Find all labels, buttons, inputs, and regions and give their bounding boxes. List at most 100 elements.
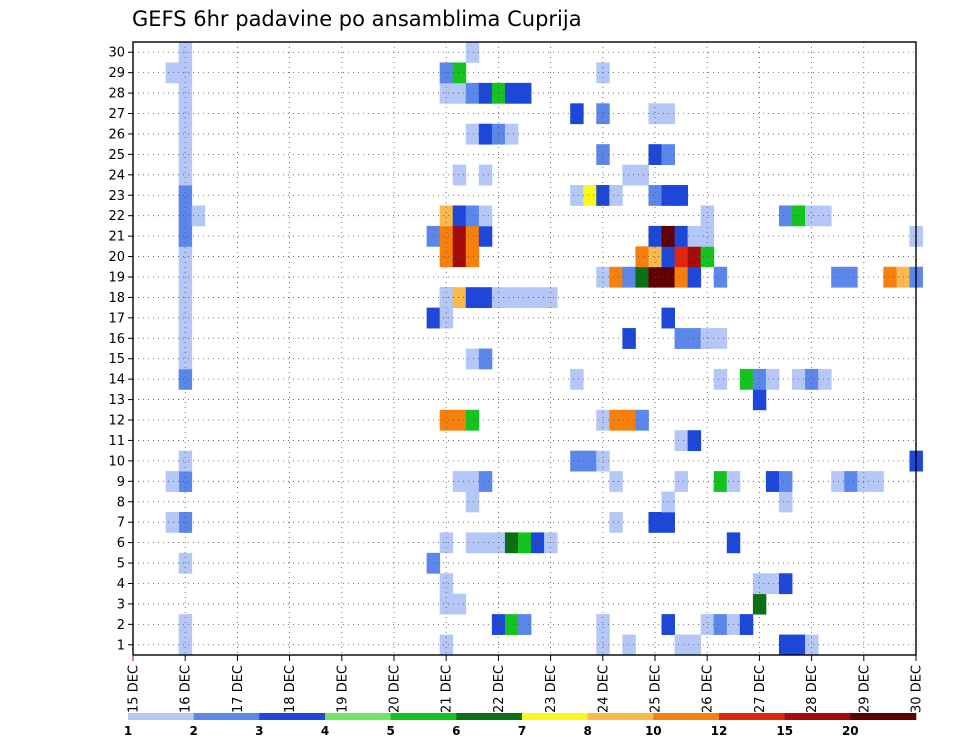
y-tick-label: 20: [108, 250, 125, 265]
heatmap-cell: [452, 246, 467, 268]
heatmap-cell: [178, 103, 193, 125]
heatmap-cell: [439, 307, 454, 329]
chart-title: GEFS 6hr padavine po ansamblima Cuprija: [132, 7, 582, 31]
colorbar-label: 1: [124, 724, 132, 738]
colorbar-label: 20: [842, 724, 859, 738]
heatmap-cell: [478, 164, 493, 186]
y-tick-label: 17: [108, 311, 125, 326]
heatmap-cell: [165, 511, 180, 533]
heatmap-cell: [805, 634, 819, 656]
heatmap-cell: [778, 471, 793, 492]
heatmap-cell: [165, 62, 180, 84]
colorbar-segment: [128, 713, 194, 720]
colorbar-segment: [193, 713, 260, 720]
heatmap-cell: [531, 532, 545, 554]
heatmap-cell: [765, 368, 780, 390]
x-tick-label: 20 DEC: [388, 665, 403, 713]
y-tick-label: 23: [108, 189, 125, 204]
heatmap-cell: [465, 42, 480, 63]
x-tick-label: 27 DEC: [753, 665, 768, 713]
heatmap-cell: [778, 634, 793, 656]
heatmap-cell: [178, 328, 193, 349]
x-tick-label: 21 DEC: [440, 665, 455, 713]
heatmap-cell: [635, 409, 649, 431]
heatmap-cell: [713, 368, 728, 390]
y-tick-label: 3: [117, 597, 125, 612]
heatmap-cell: [778, 573, 793, 595]
heatmap-cell: [831, 471, 845, 492]
heatmap-cell: [570, 103, 584, 125]
heatmap-cell: [622, 409, 636, 431]
heatmap-cell: [452, 164, 467, 186]
heatmap-cell: [635, 246, 649, 268]
y-tick-label: 14: [108, 373, 125, 388]
heatmap-cell: [596, 614, 610, 635]
heatmap-cell: [700, 225, 715, 247]
heatmap-cell: [622, 266, 636, 288]
heatmap-cell: [857, 471, 871, 492]
heatmap-cell: [452, 409, 467, 431]
x-tick-label: 18 DEC: [283, 665, 298, 713]
colorbar-segment: [390, 713, 457, 720]
heatmap-cell: [465, 246, 480, 268]
y-tick-label: 28: [108, 87, 125, 102]
heatmap-cell: [700, 246, 715, 268]
colorbar-label: 4: [321, 724, 329, 738]
heatmap-cell: [609, 185, 623, 206]
colorbar-segment: [325, 713, 391, 720]
heatmap-cell: [439, 205, 454, 227]
heatmap-cell: [165, 471, 180, 492]
heatmap-cell: [752, 573, 767, 595]
colorbar-segment: [784, 713, 851, 720]
y-tick-label: 22: [108, 209, 125, 224]
heatmap-cell: [648, 225, 662, 247]
heatmap-cell: [687, 225, 702, 247]
heatmap-cell: [465, 82, 480, 104]
colorbar-label: 8: [584, 724, 592, 738]
heatmap-cell: [687, 266, 702, 288]
heatmap-cell: [687, 430, 702, 452]
heatmap-cell: [687, 246, 702, 268]
x-tick-label: 29 DEC: [857, 665, 872, 713]
heatmap-cell: [178, 552, 193, 574]
heatmap-cell: [583, 450, 597, 472]
colorbar-segment: [850, 713, 917, 720]
heatmap-cell: [596, 409, 610, 431]
heatmap-cell: [609, 409, 623, 431]
heatmap-cell: [478, 287, 493, 309]
heatmap-cell: [504, 82, 519, 104]
heatmap-cell: [648, 103, 662, 125]
x-axis: 15 DEC 16 DEC 17 DEC 18 DEC 19 DEC 20 DEC 21 D…: [127, 655, 925, 713]
y-tick-label: 2: [117, 618, 125, 633]
y-tick-label: 7: [117, 516, 125, 531]
heatmap-cell: [178, 368, 193, 390]
x-tick-label: 26 DEC: [701, 665, 716, 713]
heatmap-cell: [465, 491, 480, 513]
heatmap-cell: [465, 287, 480, 309]
y-tick-label: 21: [108, 230, 125, 245]
heatmap-cell: [844, 471, 858, 492]
heatmap-cell: [596, 185, 610, 206]
y-tick-label: 5: [117, 557, 125, 572]
heatmap-cell: [622, 328, 636, 349]
heatmap-cell: [805, 368, 819, 390]
heatmap-cell: [805, 205, 819, 227]
y-tick-label: 25: [108, 148, 125, 163]
heatmap-cell: [674, 328, 689, 349]
heatmap-cell: [778, 491, 793, 513]
y-tick-label: 11: [108, 434, 125, 449]
heatmap-cell: [478, 225, 493, 247]
y-tick-label: 30: [108, 46, 125, 61]
x-tick-label: 23 DEC: [544, 665, 559, 713]
heatmap-cell: [570, 368, 584, 390]
heatmap-cell: [439, 82, 454, 104]
heatmap-cell: [178, 246, 193, 268]
heatmap-cell: [478, 205, 493, 227]
heatmap-cell: [700, 614, 715, 635]
heatmap-cell: [674, 225, 689, 247]
heatmap-cell: [478, 82, 493, 104]
heatmap-cell: [178, 123, 193, 145]
heatmap-cell: [818, 205, 832, 227]
heatmap-cell: [622, 164, 636, 186]
